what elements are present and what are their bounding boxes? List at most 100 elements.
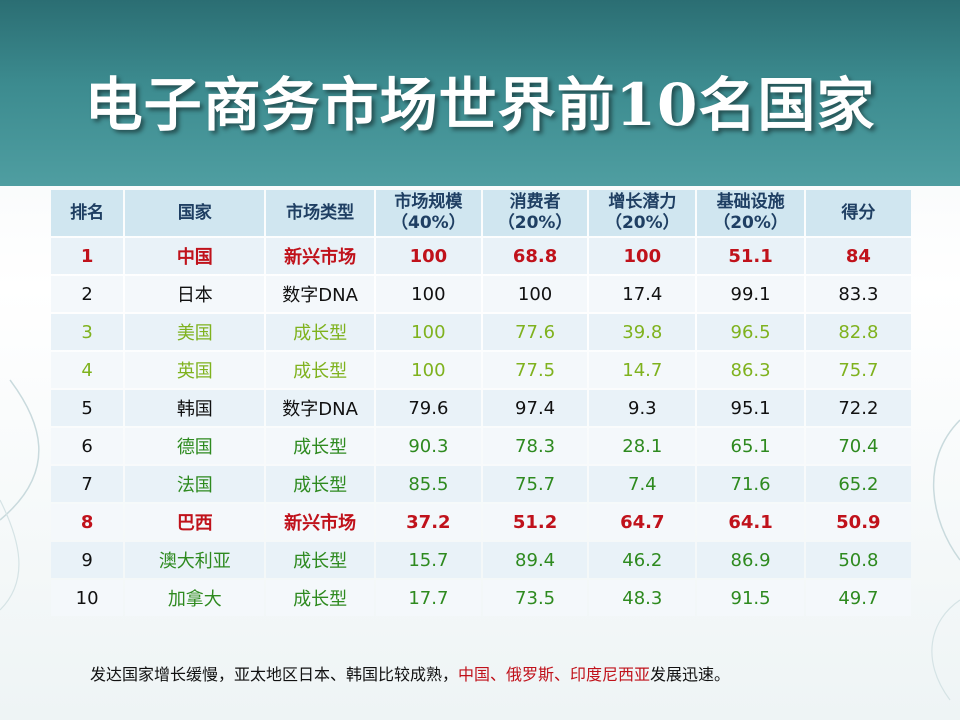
cell-score: 84 — [805, 238, 911, 274]
cell-infrastructure: 95.1 — [697, 390, 804, 426]
cell-growth-potential: 46.2 — [589, 542, 696, 578]
cell-market-type: 成长型 — [266, 352, 374, 388]
cell-country: 中国 — [125, 238, 265, 274]
cell-infrastructure: 99.1 — [697, 276, 804, 312]
cell-score: 70.4 — [805, 428, 911, 464]
cell-country: 英国 — [125, 352, 265, 388]
cell-infrastructure: 64.1 — [697, 504, 804, 540]
cell-country: 法国 — [125, 466, 265, 502]
cell-country: 韩国 — [125, 390, 265, 426]
cell-consumer: 77.6 — [482, 314, 588, 350]
page-title: 电子商务市场世界前10名国家 — [84, 71, 876, 139]
cell-score: 83.3 — [805, 276, 911, 312]
header-growth-potential: 增长潜力 （20%） — [589, 190, 696, 236]
cell-infrastructure: 86.3 — [697, 352, 804, 388]
cell-rank: 4 — [51, 352, 124, 388]
header-consumer: 消费者 （20%） — [482, 190, 588, 236]
cell-consumer: 89.4 — [482, 542, 588, 578]
table-row: 9 澳大利亚 成长型 15.7 89.4 46.2 86.9 50.8 — [51, 542, 911, 578]
cell-consumer: 77.5 — [482, 352, 588, 388]
cell-market-type: 成长型 — [266, 580, 374, 616]
cell-consumer: 75.7 — [482, 466, 588, 502]
cell-market-size: 100 — [375, 352, 481, 388]
cell-market-type: 成长型 — [266, 466, 374, 502]
cell-market-type: 新兴市场 — [266, 238, 374, 274]
cell-market-size: 37.2 — [375, 504, 481, 540]
cell-consumer: 73.5 — [482, 580, 588, 616]
cell-market-type: 成长型 — [266, 428, 374, 464]
cell-score: 50.8 — [805, 542, 911, 578]
table-row: 1 中国 新兴市场 100 68.8 100 51.1 84 — [51, 238, 911, 274]
table-row: 7 法国 成长型 85.5 75.7 7.4 71.6 65.2 — [51, 466, 911, 502]
cell-infrastructure: 51.1 — [697, 238, 804, 274]
cell-infrastructure: 71.6 — [697, 466, 804, 502]
cell-country: 加拿大 — [125, 580, 265, 616]
cell-rank: 8 — [51, 504, 124, 540]
header-market-type: 市场类型 — [266, 190, 374, 236]
cell-score: 75.7 — [805, 352, 911, 388]
cell-score: 65.2 — [805, 466, 911, 502]
cell-growth-potential: 9.3 — [589, 390, 696, 426]
cell-score: 72.2 — [805, 390, 911, 426]
cell-market-size: 17.7 — [375, 580, 481, 616]
footnote: 发达国家增长缓慢，亚太地区日本、韩国比较成熟，中国、俄罗斯、印度尼西亚发展迅速。 — [90, 661, 730, 685]
cell-growth-potential: 28.1 — [589, 428, 696, 464]
header-infrastructure: 基础设施 （20%） — [697, 190, 804, 236]
cell-market-type: 数字DNA — [266, 276, 374, 312]
cell-country: 德国 — [125, 428, 265, 464]
cell-growth-potential: 17.4 — [589, 276, 696, 312]
cell-growth-potential: 100 — [589, 238, 696, 274]
cell-infrastructure: 65.1 — [697, 428, 804, 464]
table-row: 10 加拿大 成长型 17.7 73.5 48.3 91.5 49.7 — [51, 580, 911, 616]
cell-infrastructure: 86.9 — [697, 542, 804, 578]
cell-rank: 9 — [51, 542, 124, 578]
header-score: 得分 — [805, 190, 911, 236]
cell-market-type: 成长型 — [266, 314, 374, 350]
cell-market-size: 85.5 — [375, 466, 481, 502]
cell-market-type: 新兴市场 — [266, 504, 374, 540]
cell-country: 澳大利亚 — [125, 542, 265, 578]
cell-consumer: 100 — [482, 276, 588, 312]
table-row: 3 美国 成长型 100 77.6 39.8 96.5 82.8 — [51, 314, 911, 350]
table-header-row: 排名 国家 市场类型 市场规模 （40%） 消费者 （20%） 增长潜力 （20%） … — [51, 190, 911, 236]
header-rank: 排名 — [51, 190, 124, 236]
cell-growth-potential: 7.4 — [589, 466, 696, 502]
table-row: 8 巴西 新兴市场 37.2 51.2 64.7 64.1 50.9 — [51, 504, 911, 540]
ranking-table: 排名 国家 市场类型 市场规模 （40%） 消费者 （20%） 增长潜力 （20%） … — [49, 188, 913, 618]
cell-score: 50.9 — [805, 504, 911, 540]
cell-country: 日本 — [125, 276, 265, 312]
cell-consumer: 51.2 — [482, 504, 588, 540]
cell-market-size: 100 — [375, 276, 481, 312]
cell-country: 美国 — [125, 314, 265, 350]
title-band — [0, 0, 960, 186]
cell-market-size: 90.3 — [375, 428, 481, 464]
cell-market-type: 成长型 — [266, 542, 374, 578]
cell-score: 49.7 — [805, 580, 911, 616]
cell-rank: 5 — [51, 390, 124, 426]
footnote-text: 发达国家增长缓慢，亚太地区日本、韩国比较成熟， — [90, 665, 459, 684]
header-market-size: 市场规模 （40%） — [375, 190, 481, 236]
cell-infrastructure: 96.5 — [697, 314, 804, 350]
table-row: 2 日本 数字DNA 100 100 17.4 99.1 83.3 — [51, 276, 911, 312]
cell-growth-potential: 14.7 — [589, 352, 696, 388]
cell-country: 巴西 — [125, 504, 265, 540]
cell-rank: 3 — [51, 314, 124, 350]
cell-rank: 7 — [51, 466, 124, 502]
cell-market-size: 79.6 — [375, 390, 481, 426]
cell-consumer: 78.3 — [482, 428, 588, 464]
cell-market-size: 15.7 — [375, 542, 481, 578]
cell-consumer: 68.8 — [482, 238, 588, 274]
cell-consumer: 97.4 — [482, 390, 588, 426]
header-country: 国家 — [125, 190, 265, 236]
cell-growth-potential: 64.7 — [589, 504, 696, 540]
footnote-highlight: 中国、俄罗斯、印度尼西亚 — [458, 665, 651, 684]
cell-market-type: 数字DNA — [266, 390, 374, 426]
table-row: 6 德国 成长型 90.3 78.3 28.1 65.1 70.4 — [51, 428, 911, 464]
cell-score: 82.8 — [805, 314, 911, 350]
cell-rank: 10 — [51, 580, 124, 616]
cell-infrastructure: 91.5 — [697, 580, 804, 616]
cell-rank: 6 — [51, 428, 124, 464]
cell-market-size: 100 — [375, 238, 481, 274]
cell-growth-potential: 39.8 — [589, 314, 696, 350]
table-row: 4 英国 成长型 100 77.5 14.7 86.3 75.7 — [51, 352, 911, 388]
